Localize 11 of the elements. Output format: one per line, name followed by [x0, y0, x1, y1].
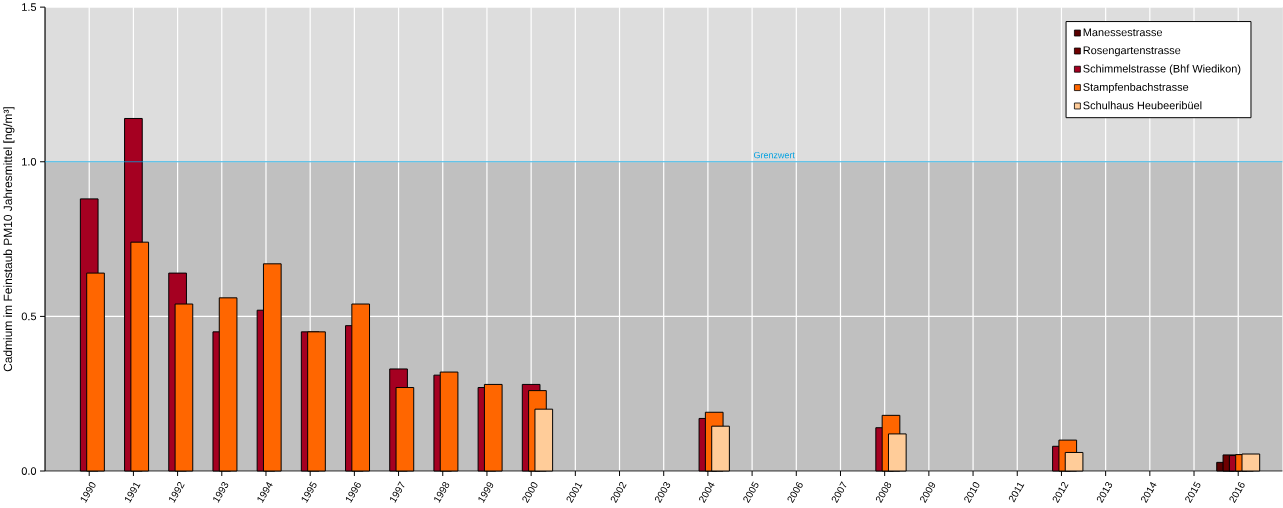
y-axis-title: Cadmium im Feinstaub PM10 Jahresmittel [ng/m³]: [3, 107, 15, 372]
ref-line-label: Grenzwert: [753, 151, 795, 159]
legend-label: Rosengartenstrasse: [1083, 46, 1181, 57]
y-tick-label: 0.0: [21, 467, 37, 475]
legend-label: Manessestrasse: [1083, 28, 1163, 37]
legend-label: Schulhaus Heubeeribüel: [1083, 101, 1202, 110]
legend-label: Stampfenbachstrasse: [1083, 82, 1189, 94]
y-tick-label: 1.0: [22, 157, 37, 166]
legend-label: Schimmelstrasse (Bhf Wiedikon): [1083, 64, 1241, 75]
y-tick-label: 0.5: [21, 312, 37, 321]
y-tick-label: 1.5: [22, 3, 37, 11]
